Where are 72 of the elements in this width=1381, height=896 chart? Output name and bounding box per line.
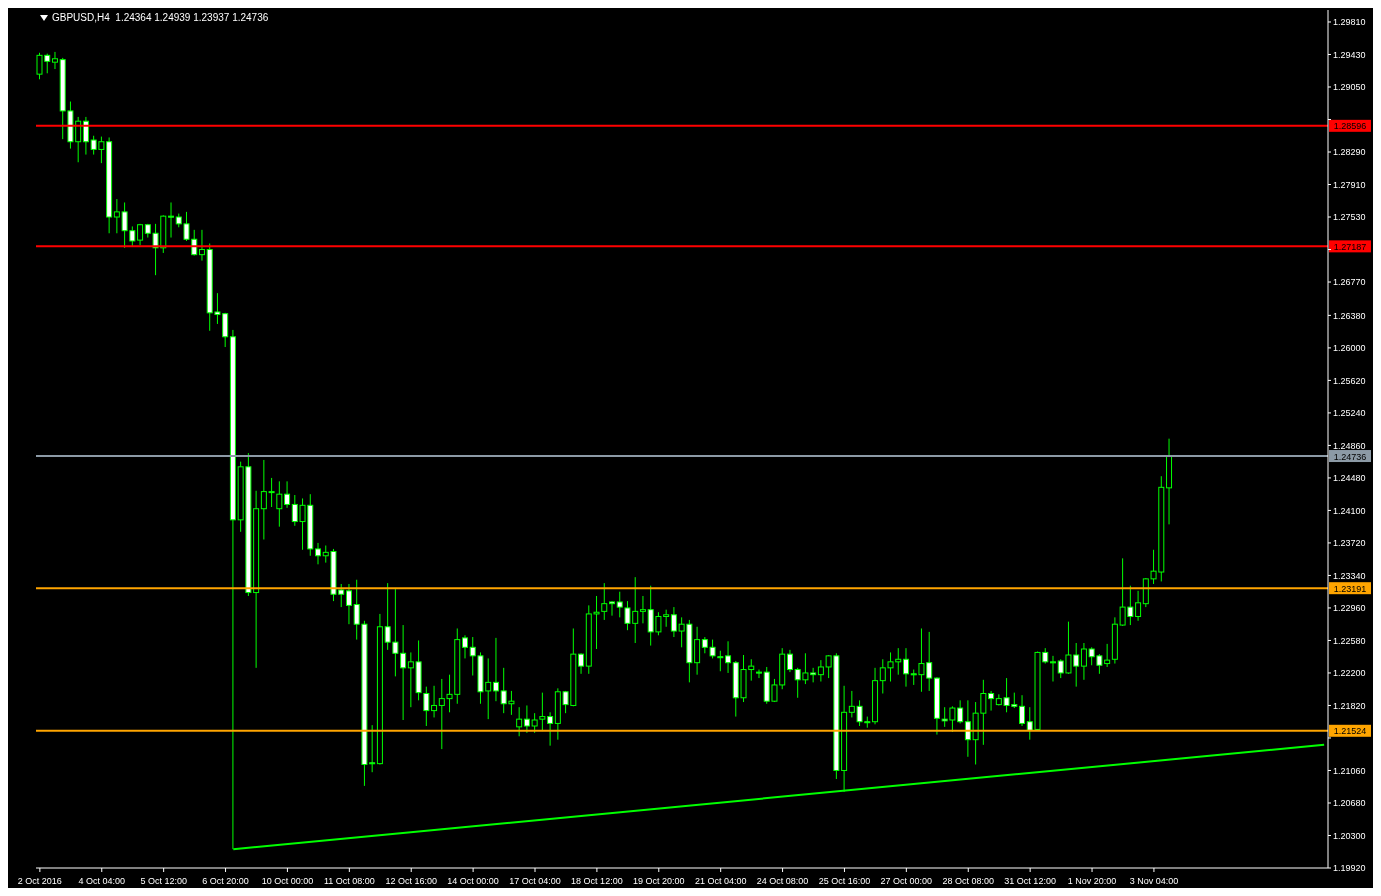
candlestick	[431, 685, 438, 718]
y-tick-label: 1.20300	[1333, 830, 1366, 841]
y-tick-label: 1.22200	[1333, 668, 1366, 679]
y-tick-label: 1.23720	[1333, 538, 1366, 549]
x-tick-label: 1 Nov 20:00	[1067, 876, 1117, 886]
candlestick	[276, 480, 283, 528]
y-tick-label: 1.23340	[1333, 570, 1366, 581]
ref-line-label: 1.21524	[1333, 726, 1367, 737]
candlestick	[423, 686, 430, 727]
y-tick-label: 1.22960	[1333, 603, 1366, 614]
x-tick-label: 28 Oct 08:00	[942, 876, 995, 886]
x-tick-label: 25 Oct 16:00	[818, 876, 871, 886]
y-tick-label: 1.28290	[1333, 147, 1366, 158]
candlestick	[725, 640, 732, 674]
x-tick-label: 31 Oct 12:00	[1004, 876, 1056, 886]
x-tick-label: 24 Oct 08:00	[756, 876, 809, 886]
y-tick-label: 1.29430	[1333, 49, 1366, 60]
y-tick-label: 1.29810	[1333, 17, 1366, 28]
x-tick-label: 5 Oct 12:00	[140, 876, 187, 886]
y-tick-label: 1.19920	[1333, 863, 1366, 874]
y-tick-label: 1.29050	[1333, 82, 1366, 93]
y-tick-label: 1.21060	[1333, 765, 1366, 776]
y-tick-label: 1.26000	[1333, 343, 1366, 354]
candlestick	[609, 600, 615, 617]
x-tick-label: 11 Oct 08:00	[323, 876, 375, 886]
candlestick	[601, 582, 608, 621]
x-tick-label: 17 Oct 04:00	[509, 876, 561, 886]
y-tick-label: 1.26770	[1333, 277, 1366, 288]
chart-title: GBPUSD,H4 1.24364 1.24939 1.23937 1.24736	[52, 12, 269, 23]
candlestick	[284, 480, 291, 509]
x-tick-label: 18 Oct 12:00	[571, 876, 623, 886]
candlestick	[168, 201, 175, 239]
candlestick	[1049, 655, 1056, 683]
x-tick-label: 6 Oct 20:00	[202, 876, 249, 886]
y-tick-label: 1.24860	[1333, 440, 1366, 451]
candlestick	[198, 229, 205, 262]
x-tick-label: 14 Oct 00:00	[447, 876, 499, 886]
candlestick	[639, 595, 646, 624]
x-tick-label: 3 Nov 04:00	[1129, 876, 1179, 886]
y-tick-label: 1.27530	[1333, 212, 1366, 223]
x-tick-label: 21 Oct 04:00	[694, 876, 747, 886]
candlestick	[516, 706, 523, 737]
candlestick	[345, 583, 352, 625]
y-tick-label: 1.25620	[1333, 375, 1366, 386]
ref-line-label: 1.28596	[1333, 121, 1367, 132]
y-tick-label: 1.21820	[1333, 700, 1366, 711]
candlestick	[315, 542, 322, 565]
x-tick-label: 2 Oct 2016	[17, 876, 62, 886]
ref-line-label: 1.23191	[1333, 583, 1367, 594]
x-tick-label: 19 Oct 20:00	[633, 876, 685, 886]
candlestick	[756, 669, 762, 679]
y-tick-label: 1.24480	[1333, 473, 1366, 484]
x-tick-label: 12 Oct 16:00	[385, 876, 437, 886]
y-tick-label: 1.26380	[1333, 310, 1366, 321]
y-tick-label: 1.24100	[1333, 505, 1366, 516]
candlestick	[1019, 694, 1026, 727]
candlestick	[786, 649, 793, 673]
candlestick	[462, 634, 469, 659]
y-tick-label: 1.20680	[1333, 798, 1366, 809]
candlestick	[578, 652, 585, 675]
x-tick-label: 10 Oct 00:00	[261, 876, 314, 886]
y-tick-label: 1.27910	[1333, 179, 1366, 190]
y-tick-label: 1.25240	[1333, 408, 1366, 419]
candlestick	[51, 51, 58, 70]
candlestick	[492, 637, 499, 702]
ref-line-label: 1.27187	[1333, 241, 1367, 252]
x-tick-label: 4 Oct 04:00	[78, 876, 126, 886]
candlestick	[1080, 642, 1087, 681]
y-tick-label: 1.22580	[1333, 635, 1366, 646]
candlestick	[902, 647, 909, 688]
x-tick-label: 27 Oct 00:00	[880, 876, 933, 886]
ref-line-label: 1.24736	[1333, 451, 1367, 462]
